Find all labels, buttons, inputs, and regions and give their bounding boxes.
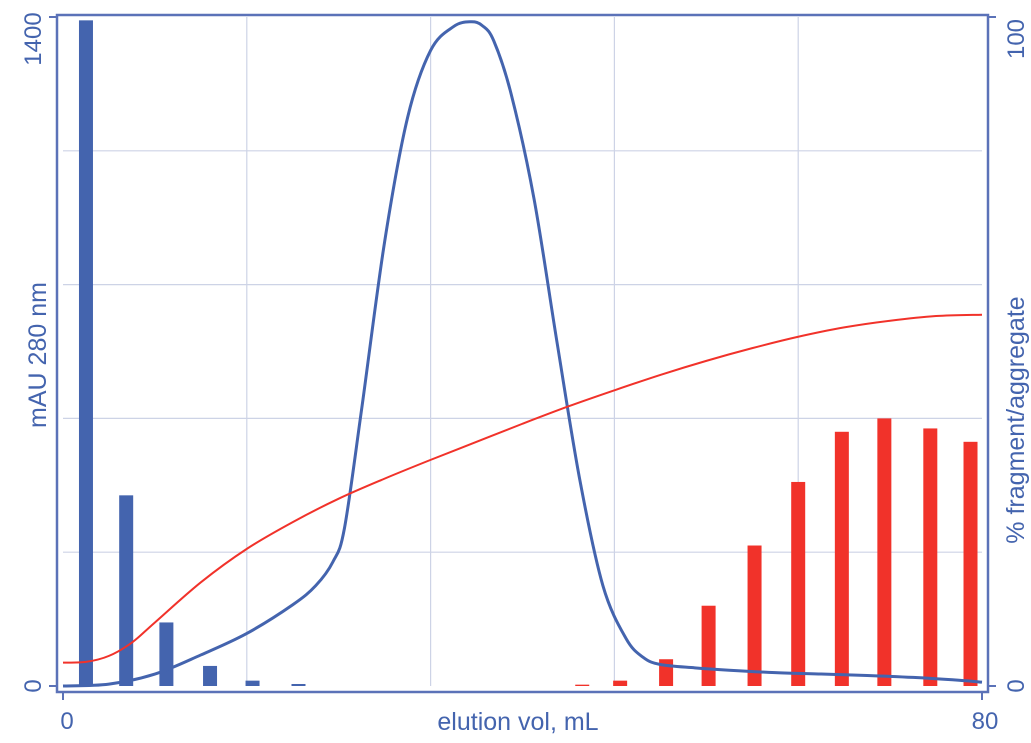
fragment-bar: [245, 680, 260, 686]
aggregate-bar: [923, 428, 938, 686]
percent_curve-line: [62, 313, 983, 664]
fragment-bar: [203, 665, 218, 686]
line-layer: [62, 20, 983, 688]
fragment-bar: [119, 495, 134, 686]
aggregate-bar: [575, 684, 590, 686]
aggregate-bar: [701, 605, 716, 686]
y-right-tick-label: 0: [1003, 679, 1030, 692]
x-axis-title: elution vol, mL: [437, 708, 598, 736]
tick-layer: 0 80 0 1400 0 100: [20, 12, 1030, 735]
aggregate-bar: [791, 481, 806, 686]
aggregate-bar: [877, 418, 892, 686]
aggregate-bar: [747, 545, 762, 686]
x-tick-label: 80: [972, 708, 999, 735]
y-right-tick-label: 100: [1003, 19, 1030, 59]
fragment-bar: [159, 622, 174, 686]
frame-layer: [55, 13, 990, 694]
x-tick-label: 0: [60, 708, 73, 735]
title-layer: elution vol, mL mAU 280 nm % fragment/ag…: [24, 282, 1030, 736]
y-left-tick-label: 1400: [20, 12, 47, 65]
aggregate-bar: [963, 441, 978, 686]
y-right-axis-title: % fragment/aggregate: [1002, 296, 1030, 543]
fragment-bar: [291, 683, 306, 686]
A280-line: [62, 20, 983, 688]
y-left-tick-label: 0: [20, 679, 47, 692]
bar-layer: [78, 20, 978, 687]
grid-layer: [63, 17, 982, 686]
fragment-bar: [78, 20, 93, 687]
aggregate-bar: [613, 680, 628, 686]
aggregate-bar: [834, 431, 849, 686]
plot-frame: [55, 13, 990, 694]
y-left-axis-title: mAU 280 nm: [24, 282, 52, 428]
